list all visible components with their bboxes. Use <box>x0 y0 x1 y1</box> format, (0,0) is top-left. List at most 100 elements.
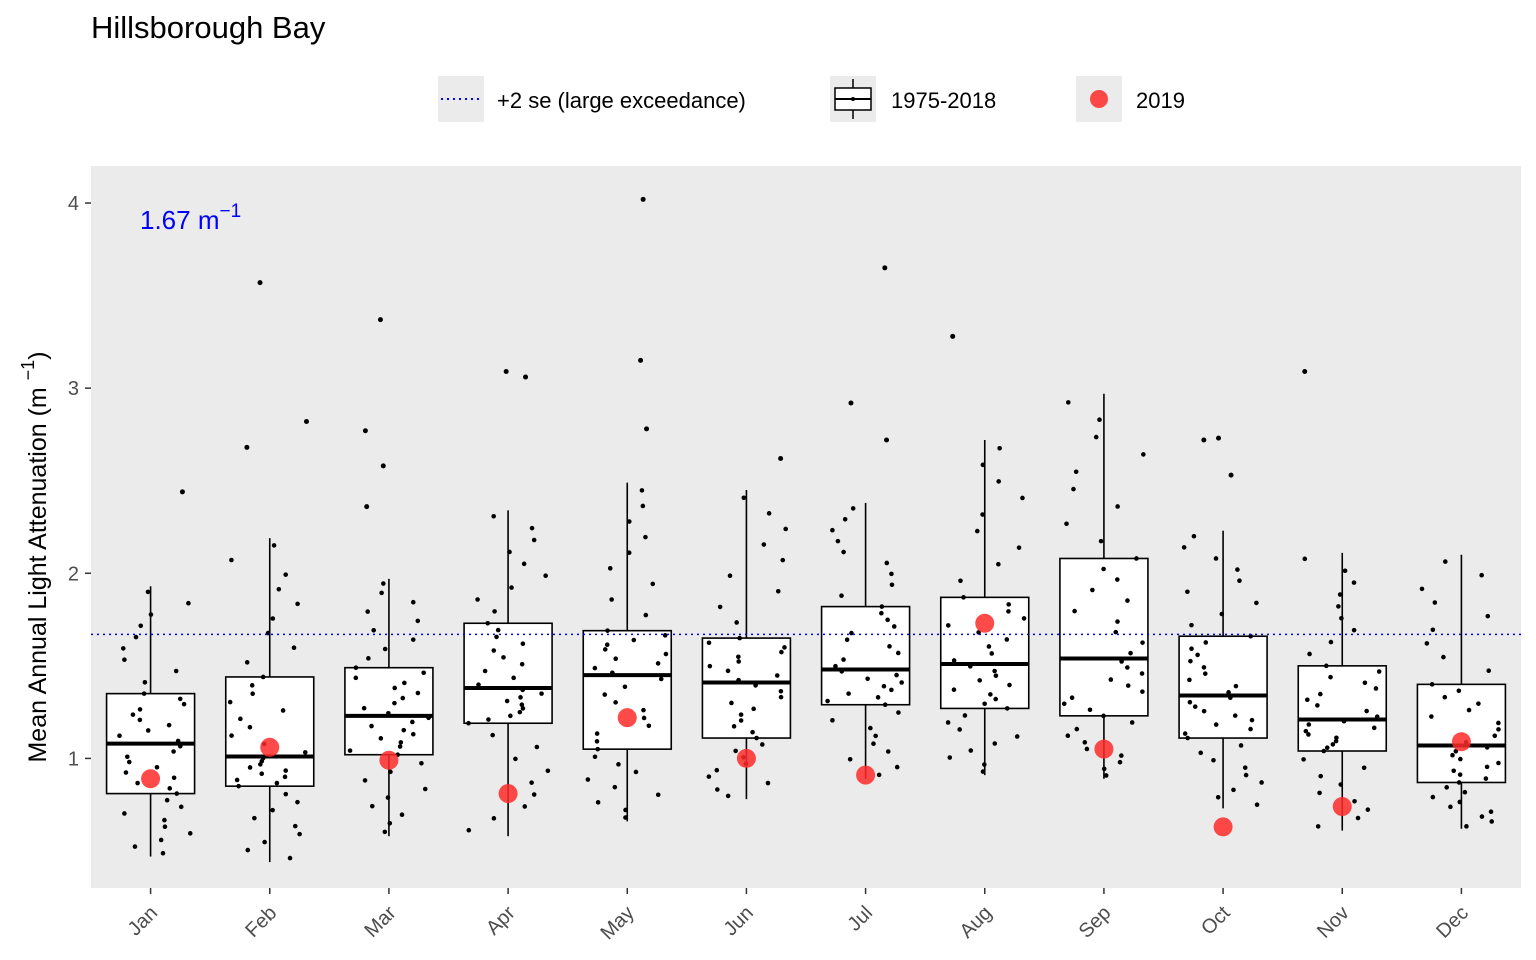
observation-point <box>410 719 415 725</box>
observation-point <box>1361 765 1367 771</box>
observation-point <box>388 769 393 775</box>
observation-point <box>518 695 523 700</box>
observation-point <box>899 680 904 685</box>
observation-point <box>782 645 787 650</box>
observation-point <box>521 561 527 567</box>
observation-point <box>410 731 416 737</box>
observation-point <box>825 698 830 704</box>
observation-point <box>1324 745 1330 750</box>
observation-point <box>958 578 963 584</box>
reference-annotation: 1.67 m−1 <box>140 201 241 235</box>
observation-point <box>1065 400 1071 405</box>
y-axis-title: Mean Annual Light Attenuation (m −1) <box>18 351 52 762</box>
y-tick-label: 4 <box>68 193 79 215</box>
point-2019-jun <box>736 748 756 768</box>
observation-point <box>961 595 966 600</box>
observation-point <box>1232 713 1238 718</box>
observation-point <box>122 811 127 816</box>
observation-point <box>476 682 481 687</box>
observation-point <box>385 795 391 800</box>
observation-point <box>895 650 901 656</box>
observation-point <box>889 687 894 693</box>
observation-point <box>133 634 139 640</box>
observation-point <box>141 691 147 696</box>
observation-point <box>519 702 525 708</box>
point-2019-aug <box>975 613 995 633</box>
observation-point <box>494 634 499 640</box>
observation-point <box>1318 773 1324 779</box>
observation-point <box>717 604 723 610</box>
observation-point <box>1306 732 1311 737</box>
legend-label-point: 2019 <box>1136 88 1185 113</box>
observation-point <box>778 688 784 694</box>
observation-point <box>849 630 854 636</box>
observation-point <box>989 651 995 656</box>
observation-point <box>980 769 986 774</box>
observation-point <box>889 582 895 588</box>
observation-point <box>270 616 276 621</box>
observation-point <box>1321 748 1327 754</box>
observation-point <box>607 566 613 571</box>
observation-point <box>1215 794 1221 800</box>
legend-label-reference-line: +2 se (large exceedance) <box>497 88 746 113</box>
x-tick-label-mar: Mar <box>361 902 401 942</box>
observation-point <box>1442 559 1448 564</box>
observation-point <box>881 683 887 689</box>
observation-point <box>522 804 528 809</box>
observation-point <box>706 774 712 779</box>
observation-point <box>1201 665 1207 670</box>
observation-point <box>1021 616 1027 621</box>
observation-point <box>491 513 496 519</box>
observation-point <box>595 800 601 805</box>
observation-point <box>846 691 851 696</box>
observation-point <box>509 585 514 590</box>
point-2019-oct <box>1213 817 1233 837</box>
observation-point <box>891 624 897 629</box>
observation-point <box>1476 701 1481 706</box>
observation-point <box>780 557 786 563</box>
observation-point <box>120 646 126 651</box>
observation-point <box>736 654 741 660</box>
observation-point <box>741 495 747 501</box>
observation-point <box>292 823 298 829</box>
outlier-point-jan <box>179 489 185 495</box>
observation-point <box>1458 756 1463 762</box>
outlier-point-oct <box>1201 437 1207 443</box>
observation-point <box>1457 799 1463 805</box>
observation-point <box>1189 646 1194 651</box>
observation-point <box>1191 533 1197 539</box>
observation-point <box>1317 790 1322 796</box>
x-tick-label-aug: Aug <box>956 902 997 943</box>
observation-point <box>387 821 393 826</box>
observation-point <box>142 680 148 685</box>
observation-point <box>1315 703 1320 708</box>
observation-point <box>138 623 144 629</box>
observation-point <box>1441 654 1446 660</box>
observation-point <box>1489 819 1495 824</box>
observation-point <box>968 748 974 753</box>
chart-title: Hillsborough Bay <box>91 10 326 45</box>
observation-point <box>613 700 618 705</box>
observation-point <box>841 549 846 555</box>
observation-point <box>1198 750 1204 756</box>
observation-point <box>283 768 289 773</box>
observation-point <box>415 618 421 624</box>
observation-point <box>244 660 250 665</box>
observation-point <box>399 812 405 818</box>
observation-point <box>1301 757 1306 762</box>
observation-point <box>379 590 384 596</box>
observation-point <box>171 749 176 754</box>
outlier-point-jul <box>884 437 890 443</box>
observation-point <box>754 735 759 741</box>
observation-point <box>160 850 166 856</box>
observation-point <box>592 754 598 760</box>
observation-point <box>873 733 878 739</box>
observation-point <box>1101 566 1106 572</box>
observation-point <box>779 649 784 655</box>
observation-point <box>1243 772 1249 778</box>
observation-point <box>419 760 424 766</box>
observation-point <box>1141 452 1146 457</box>
observation-point <box>1202 671 1208 676</box>
observation-point <box>1337 592 1343 597</box>
observation-point <box>1444 785 1449 790</box>
